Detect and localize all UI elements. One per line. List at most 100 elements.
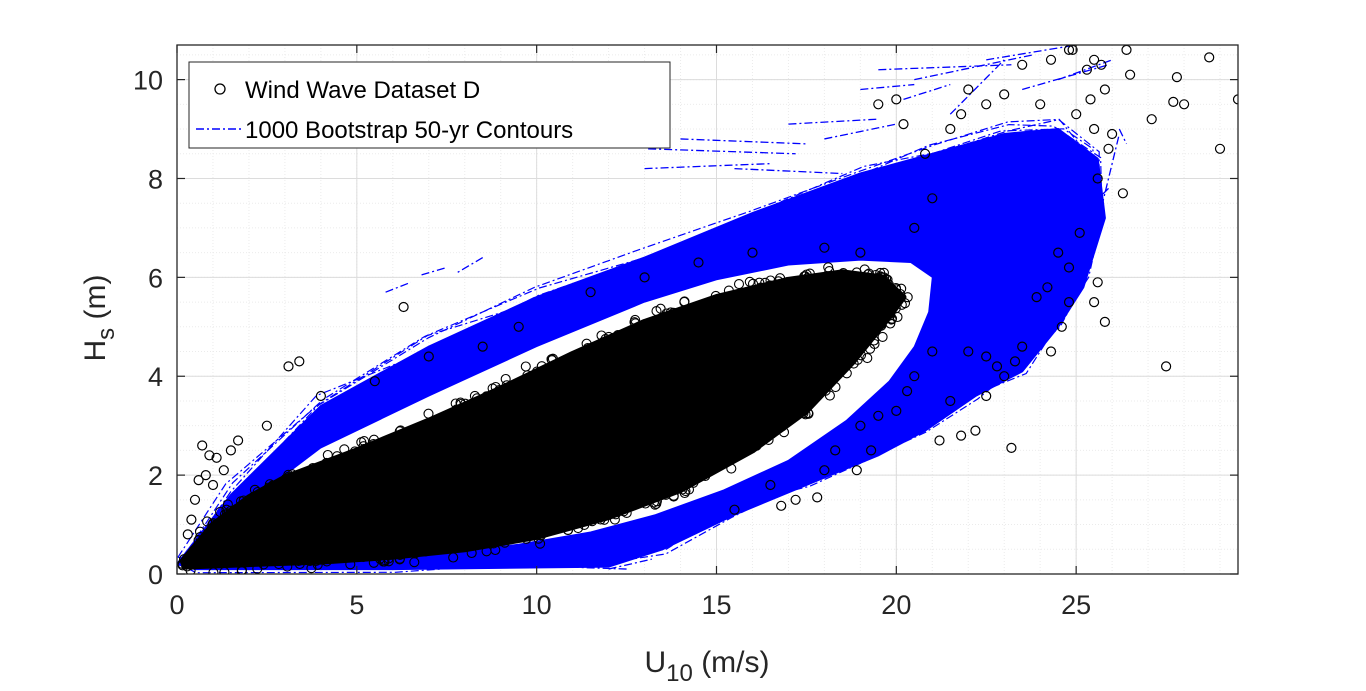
data-point [863, 328, 874, 339]
data-point [197, 440, 208, 451]
data-point [488, 538, 499, 549]
data-point [501, 380, 512, 391]
data-point [886, 313, 898, 324]
data-point [841, 354, 852, 365]
data-point [307, 462, 318, 474]
y-tick-label: 8 [148, 164, 163, 194]
data-point [1103, 143, 1114, 154]
data-point [577, 515, 588, 526]
data-point [890, 303, 901, 314]
data-point [1117, 188, 1129, 199]
data-point [436, 543, 447, 554]
data-point [236, 566, 247, 574]
data-point [729, 504, 740, 515]
data-point [877, 331, 888, 342]
data-point [582, 343, 593, 354]
data-point [639, 272, 650, 283]
data-point [233, 435, 244, 446]
data-point [330, 549, 341, 560]
data-point [469, 390, 480, 401]
data-point [271, 555, 282, 566]
data-point [765, 479, 776, 491]
data-point [521, 533, 532, 544]
data-point [688, 477, 699, 488]
data-point [358, 551, 369, 562]
data-point [852, 276, 863, 287]
data-point [211, 452, 222, 463]
data-point [806, 393, 817, 405]
y-tick-label: 10 [133, 66, 163, 96]
data-point [225, 512, 236, 524]
data-point [505, 533, 516, 544]
data-point [927, 193, 938, 204]
data-point [235, 496, 247, 507]
bootstrap-contour-spike [457, 257, 484, 273]
data-point [901, 386, 913, 397]
data-point [1074, 227, 1085, 238]
data-point [612, 502, 623, 514]
data-point [1045, 346, 1057, 357]
data-point [1088, 297, 1100, 308]
data-point [798, 406, 809, 417]
data-point [803, 408, 814, 419]
data-point [1063, 262, 1075, 273]
data-point [450, 539, 461, 550]
data-point [344, 454, 355, 465]
data-point [204, 450, 215, 461]
data-point [725, 453, 736, 464]
bootstrap-contour-spike [788, 118, 879, 125]
legend-box [188, 61, 671, 149]
data-point [764, 280, 775, 291]
x-axis-label: U10 (m/s) [644, 646, 769, 687]
data-point [1085, 94, 1096, 105]
data-point [862, 353, 873, 364]
data-point [219, 509, 230, 520]
x-axis-label-subscript: 10 [666, 660, 693, 687]
data-point [891, 289, 903, 300]
bootstrap-contour-spike [824, 123, 897, 140]
legend-label-bootstrap: 1000 Bootstrap 50-yr Contours [245, 117, 573, 144]
contour-edge-line [177, 118, 1103, 564]
data-point [891, 94, 902, 105]
data-point [747, 278, 759, 289]
data-point [651, 498, 662, 509]
data-point [193, 475, 204, 486]
data-point [945, 395, 956, 407]
data-point [865, 279, 876, 290]
data-point [381, 439, 392, 450]
data-point [292, 470, 303, 481]
data-point [1035, 99, 1046, 110]
data-point [379, 554, 390, 566]
data-point [383, 556, 394, 567]
data-point [761, 432, 772, 443]
data-point [682, 476, 693, 487]
data-point [487, 383, 498, 394]
y-axis-ticks: 0 2 4 6 8 10 [133, 66, 1238, 590]
data-point [398, 301, 409, 313]
data-point [466, 547, 477, 559]
data-point [934, 435, 945, 446]
bootstrap-contour-spike [878, 64, 1012, 71]
data-point [696, 468, 708, 479]
data-point [360, 450, 371, 461]
data-point [1017, 341, 1028, 352]
data-point [189, 544, 200, 555]
data-point [481, 391, 492, 402]
data-point [955, 109, 967, 120]
data-point [414, 541, 425, 552]
data-point [567, 519, 578, 530]
data-point [328, 553, 339, 564]
data-point [448, 552, 459, 563]
data-point [873, 410, 884, 421]
data-point [1160, 361, 1172, 372]
data-point [449, 409, 460, 420]
data-point [207, 519, 218, 530]
data-point [222, 499, 233, 510]
data-point [178, 554, 190, 565]
data-point [533, 533, 544, 544]
data-point [196, 543, 207, 554]
data-point [1092, 277, 1103, 288]
data-point [649, 499, 661, 510]
data-point [1124, 69, 1136, 80]
data-point [654, 318, 665, 330]
